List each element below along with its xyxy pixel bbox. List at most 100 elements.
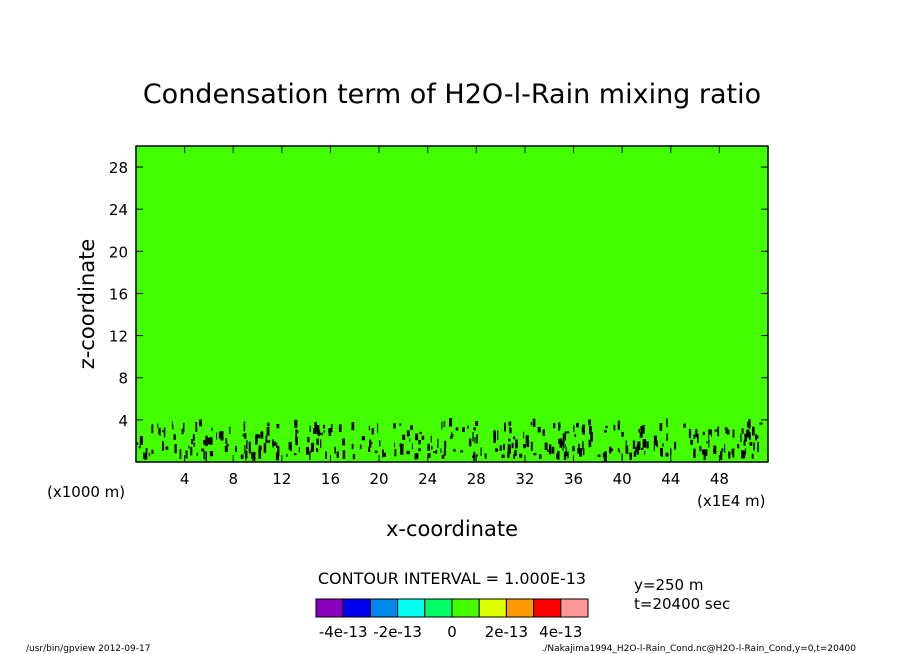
x-ticks: 4 8 12 16 20 24 28 32 36 40 44 48	[180, 146, 729, 488]
condensation-cell	[205, 435, 208, 441]
condensation-cell	[203, 440, 207, 445]
condensation-cell	[564, 444, 566, 448]
condensation-cell	[530, 441, 533, 451]
condensation-cell	[515, 439, 518, 449]
condensation-cell	[240, 454, 244, 459]
y-tick-label: 28	[109, 159, 128, 177]
condensation-cell	[193, 442, 196, 447]
condensation-cell	[632, 440, 636, 449]
condensation-cell	[562, 433, 565, 440]
condensation-cell	[688, 429, 692, 439]
condensation-cell	[277, 446, 280, 456]
footer-right: ./Nakajima1994_H2O-l-Rain_Cond.nc@H2O-l-…	[541, 644, 856, 654]
condensation-cell	[633, 451, 637, 457]
condensation-cell	[400, 446, 404, 455]
condensation-cell	[656, 443, 658, 447]
condensation-cell	[368, 446, 371, 452]
y-tick-label: 20	[109, 243, 128, 261]
condensation-cell	[562, 441, 565, 449]
condensation-cell	[625, 445, 629, 454]
condensation-cell	[245, 452, 247, 461]
y-axis-label: z-coordinate	[75, 239, 99, 370]
condensation-cell	[306, 446, 310, 455]
condensation-cell	[625, 440, 627, 451]
colorbar-label: -4e-13	[319, 623, 368, 641]
condensation-cell	[455, 427, 459, 431]
condensation-cell	[644, 438, 647, 448]
condensation-cell	[188, 445, 190, 449]
condensation-cell	[582, 448, 585, 456]
condensation-cell	[336, 451, 339, 458]
condensation-cell	[497, 430, 499, 440]
condensation-cell	[203, 450, 205, 460]
condensation-cell	[533, 452, 537, 456]
condensation-cell	[460, 450, 464, 453]
y-ticks: 4 8 12 16 20 24 28	[109, 159, 768, 430]
condensation-cell	[145, 447, 148, 453]
condensation-cell	[342, 450, 346, 459]
condensation-cell	[226, 443, 229, 447]
condensation-cell	[334, 446, 336, 454]
x-unit-right: (x1E4 m)	[697, 492, 766, 510]
condensation-cell	[576, 422, 579, 428]
condensation-cell	[695, 429, 698, 438]
condensation-cell	[443, 421, 446, 428]
condensation-cell	[597, 454, 601, 458]
condensation-cell	[503, 444, 505, 451]
condensation-cell	[143, 452, 145, 459]
condensation-cell	[207, 437, 211, 445]
condensation-cell	[642, 439, 645, 448]
condensation-cell	[267, 440, 271, 443]
condensation-cells	[136, 418, 763, 462]
condensation-cell	[629, 452, 632, 460]
condensation-cell	[513, 436, 516, 440]
condensation-cell	[286, 453, 288, 457]
condensation-cell	[185, 450, 188, 459]
condensation-cell	[611, 448, 614, 451]
condensation-cell	[399, 423, 402, 426]
condensation-cell	[693, 448, 696, 459]
condensation-cell	[551, 446, 555, 454]
condensation-cell	[683, 423, 686, 428]
condensation-cell	[294, 419, 298, 428]
condensation-cell	[288, 441, 292, 450]
condensation-cell	[493, 433, 496, 443]
condensation-cell	[757, 442, 759, 452]
condensation-cell	[316, 438, 319, 445]
condensation-cell	[402, 444, 404, 447]
condensation-cell	[539, 454, 542, 459]
condensation-cell	[248, 447, 251, 454]
condensation-cell	[275, 442, 278, 448]
condensation-cell	[325, 451, 327, 459]
condensation-cell	[310, 448, 312, 453]
condensation-cell	[759, 422, 763, 425]
condensation-cell	[533, 420, 535, 426]
condensation-cell	[406, 450, 410, 455]
condensation-cell	[713, 445, 717, 455]
y-tick-label: 16	[109, 285, 128, 303]
condensation-cell	[430, 435, 432, 443]
condensation-cell	[265, 435, 268, 443]
condensation-cell	[314, 421, 317, 431]
condensation-cell	[144, 452, 148, 460]
condensation-cell	[263, 443, 267, 453]
condensation-cell	[275, 452, 279, 461]
condensation-cell	[318, 429, 321, 437]
x-tick-label: 12	[272, 470, 291, 488]
x-tick-label: 8	[228, 470, 238, 488]
x-unit-left: (x1000 m)	[47, 483, 125, 501]
condensation-cell	[467, 425, 469, 429]
colorbar-swatch	[424, 598, 453, 618]
colorbar-swatch	[478, 598, 507, 618]
condensation-cell	[218, 431, 222, 439]
condensation-cell	[190, 447, 193, 456]
condensation-cell	[605, 425, 608, 429]
colorbar-swatch	[533, 598, 562, 618]
info-t: t=20400 sec	[634, 595, 730, 613]
x-tick-label: 24	[418, 470, 437, 488]
condensation-cell	[251, 452, 253, 459]
condensation-cell	[724, 427, 728, 430]
condensation-cell	[393, 423, 396, 429]
colorbar-swatch	[397, 598, 426, 618]
condensation-cell	[139, 436, 143, 445]
